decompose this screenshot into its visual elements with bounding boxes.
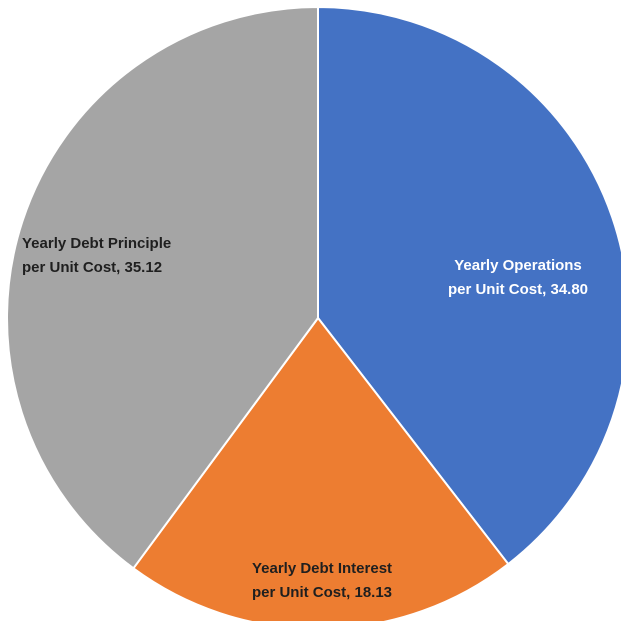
slice-data-label-line: per Unit Cost, 34.80 [448,281,588,298]
slice-data-label-line: Yearly Debt Principle [22,235,171,252]
slice-data-label-line: per Unit Cost, 35.12 [22,259,162,276]
pie-slice-2 [132,317,510,621]
slice-data-label-1: Yearly Operations per Unit Cost, 34.80 [448,257,588,298]
slice-data-label-3: Yearly Debt Principle per Unit Cost, 35.1… [22,235,171,276]
pie-slices [6,6,621,621]
slice-data-label-2: Yearly Debt Interest per Unit Cost, 18.13 [252,560,392,601]
pie-slice-3 [6,6,319,570]
pie-slice-1 [317,6,621,566]
pie-labels: Yearly Operations per Unit Cost, 34.80Yea… [22,235,588,601]
slice-data-label-line: Yearly Debt Interest [252,560,392,577]
slice-data-label-line: Yearly Operations [454,257,582,274]
slice-data-label-line: per Unit Cost, 18.13 [252,584,392,601]
